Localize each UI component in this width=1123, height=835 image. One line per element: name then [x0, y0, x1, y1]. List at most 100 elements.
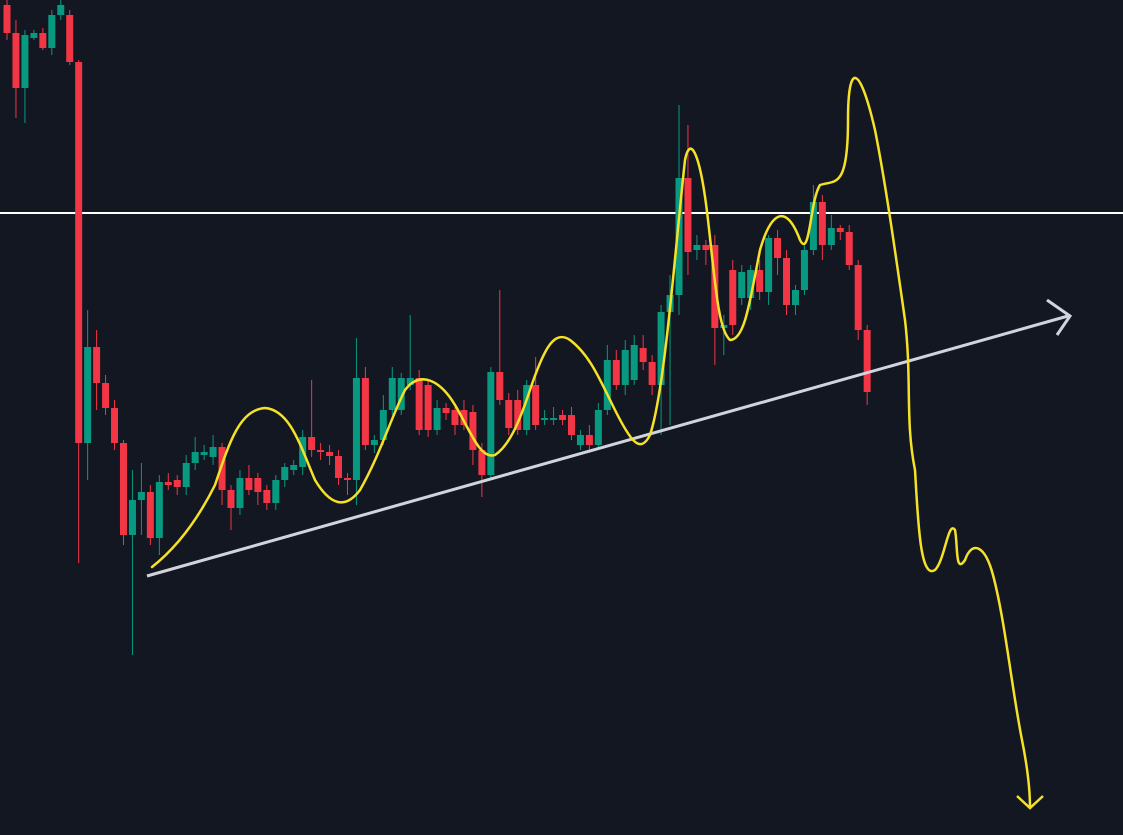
candle-body — [245, 478, 253, 490]
candle-body — [415, 378, 423, 430]
candle-body — [621, 350, 629, 385]
candle-body — [684, 178, 692, 252]
candle-body — [756, 270, 764, 292]
candle-body — [800, 250, 808, 290]
candle-body — [791, 290, 799, 305]
candle-body — [388, 378, 396, 410]
candle-body — [272, 480, 280, 503]
candle-body — [442, 408, 450, 413]
candle-body — [747, 270, 755, 298]
candle-body — [603, 360, 611, 410]
candle-body — [155, 482, 163, 538]
candle-body — [809, 202, 817, 250]
candle-body — [523, 385, 531, 430]
candle-body — [335, 456, 343, 478]
candles — [0, 0, 1123, 655]
candle-body — [119, 443, 127, 535]
candle-body — [236, 478, 244, 508]
candle-body — [30, 33, 38, 38]
candle-body — [361, 378, 369, 445]
candle-body — [612, 360, 620, 385]
candle-body — [675, 178, 683, 295]
candle-body — [209, 447, 217, 457]
drawings — [146, 76, 1073, 810]
candle-body — [630, 345, 638, 380]
candle-body — [66, 15, 74, 62]
candle-body — [487, 372, 495, 475]
candle-body — [93, 347, 101, 383]
candle-body — [173, 480, 181, 487]
candle-body — [765, 238, 773, 292]
candle-body — [164, 482, 172, 485]
candle-body — [102, 383, 110, 408]
candle-body — [84, 347, 92, 443]
candle-body — [827, 228, 835, 245]
candle-body — [343, 478, 351, 480]
candle-body — [146, 492, 154, 538]
candle-body — [594, 410, 602, 445]
candle-body — [576, 435, 584, 445]
candle-body — [639, 348, 647, 362]
candle-body — [191, 452, 199, 463]
candle-body — [567, 415, 575, 435]
candle-body — [514, 400, 522, 430]
trend-line — [146, 314, 1069, 578]
candle-body — [469, 412, 477, 450]
candle-body — [433, 408, 441, 430]
candle-body — [397, 378, 405, 410]
candle-body — [21, 35, 29, 88]
candle-body — [379, 410, 387, 440]
candle-body — [854, 265, 862, 330]
candle-body — [693, 245, 701, 250]
candle-body — [326, 452, 334, 456]
candle-body — [585, 435, 593, 445]
candle-body — [352, 378, 360, 480]
candle-body — [128, 500, 136, 535]
candle-body — [200, 452, 208, 455]
forecast-scribble — [150, 76, 1032, 810]
candle-body — [317, 450, 325, 452]
candle-body — [39, 33, 47, 48]
candle-body — [505, 400, 513, 428]
candle-body — [550, 418, 558, 420]
candle-body — [460, 410, 468, 425]
candle-body — [559, 415, 567, 420]
candle-body — [738, 272, 746, 298]
candle-body — [478, 450, 486, 475]
candle-body — [406, 378, 414, 385]
candle-body — [290, 465, 298, 470]
candle-body — [111, 408, 119, 443]
candle-body — [532, 385, 540, 425]
candle-body — [648, 362, 656, 385]
candle-body — [451, 410, 459, 425]
candle-body — [218, 447, 226, 490]
candle-body — [424, 385, 432, 430]
candle-body — [75, 62, 83, 443]
candle-body — [308, 437, 316, 450]
candle-body — [657, 312, 665, 385]
candle-body — [729, 270, 737, 325]
candle-body — [263, 490, 271, 503]
candle-body — [57, 5, 65, 15]
candle-body — [783, 258, 791, 305]
candle-body — [137, 492, 145, 500]
candle-body — [12, 33, 20, 88]
candle-body — [3, 5, 11, 33]
trend-arrow — [1046, 298, 1073, 336]
candle-body — [836, 228, 844, 232]
candle-body — [48, 15, 56, 48]
candle-body — [774, 238, 782, 258]
candle-body — [281, 467, 289, 480]
candle-body — [370, 440, 378, 445]
candle-body — [845, 232, 853, 265]
candle-body — [227, 490, 235, 508]
candle-body — [254, 478, 262, 492]
candle-body — [818, 202, 826, 245]
candle-body — [702, 245, 710, 250]
candle-body — [541, 418, 549, 420]
candle-body — [496, 372, 504, 400]
forecast-arrow — [1016, 795, 1044, 810]
candle-body — [182, 463, 190, 487]
